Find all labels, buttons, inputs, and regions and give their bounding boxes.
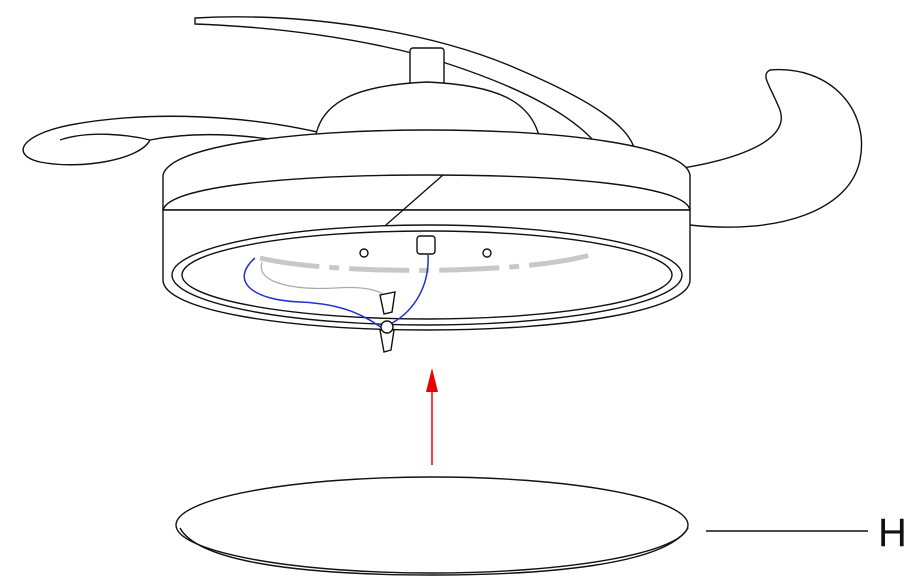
screw (482, 248, 492, 258)
screw (359, 248, 369, 258)
wire-white (260, 261, 389, 299)
led-strip (259, 252, 591, 273)
glass-edge (179, 527, 689, 576)
blade-left-inner (59, 133, 151, 141)
ring-inner (181, 230, 673, 320)
glass-cover (175, 476, 689, 574)
motor-cap (314, 81, 541, 141)
blade-left (22, 115, 332, 166)
wire-blue (387, 253, 429, 326)
terminal (416, 235, 436, 255)
wire-blue (243, 257, 386, 331)
blade-right (669, 68, 863, 228)
housing-top (162, 129, 691, 211)
callout-label: H (878, 511, 907, 555)
connector-ring (380, 320, 394, 334)
housing-seam (162, 174, 691, 211)
connector (379, 291, 396, 315)
arrow-head (426, 368, 438, 392)
housing-edge (377, 174, 444, 233)
